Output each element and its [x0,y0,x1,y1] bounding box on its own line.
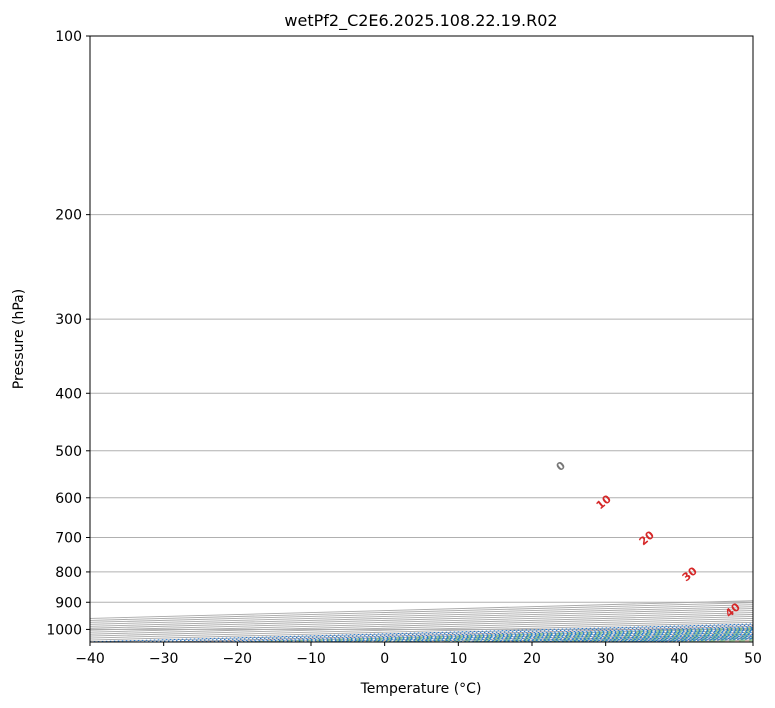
y-tick-label: 300 [55,312,82,328]
x-tick-label: −40 [75,651,105,667]
x-tick-label: −10 [296,651,326,667]
x-axis-label: Temperature (°C) [360,681,482,697]
x-tick-label: −20 [223,651,253,667]
x-tick-label: 30 [597,651,615,667]
x-tick-label: −30 [149,651,179,667]
y-tick-label: 700 [55,531,82,547]
y-tick-label: 200 [55,208,82,224]
x-tick-label: 50 [744,651,762,667]
x-tick-label: 40 [670,651,688,667]
y-tick-label: 900 [55,595,82,611]
x-tick-label: 10 [449,651,467,667]
x-tick-label: 20 [523,651,541,667]
y-tick-label: 600 [55,491,82,507]
y-axis-label: Pressure (hPa) [11,289,27,389]
x-tick-label: 0 [380,651,389,667]
chart-title: wetPf2_C2E6.2025.108.22.19.R02 [284,11,557,31]
plot-frame [89,35,754,643]
y-tick-label: 400 [55,386,82,402]
y-tick-label: 1000 [46,622,82,638]
y-tick-label: 100 [55,29,82,45]
y-tick-label: 800 [55,565,82,581]
y-tick-label: 500 [55,444,82,460]
